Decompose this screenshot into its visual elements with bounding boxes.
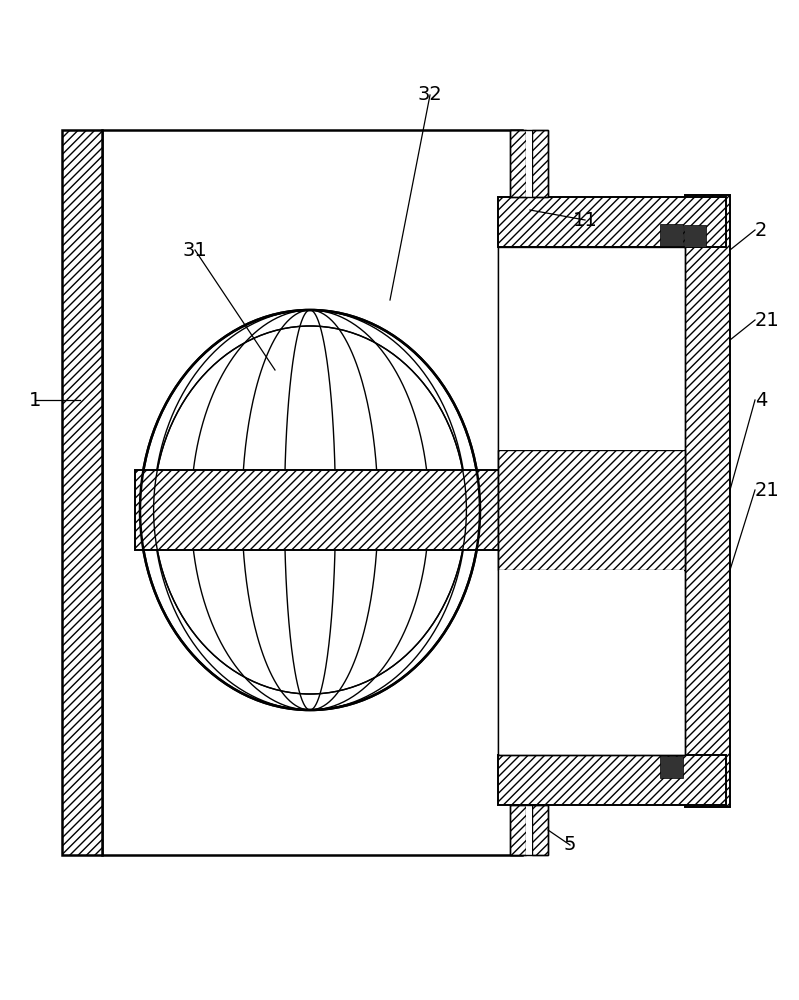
Bar: [510, 805, 526, 855]
Bar: [498, 197, 726, 247]
Text: 32: 32: [418, 86, 443, 104]
Text: 5: 5: [564, 836, 576, 854]
Bar: [532, 130, 548, 197]
Bar: [498, 197, 726, 247]
Bar: [510, 805, 548, 855]
Bar: [526, 805, 532, 855]
Bar: [135, 470, 570, 550]
Bar: [660, 224, 683, 246]
Text: 31: 31: [183, 240, 208, 259]
Bar: [532, 805, 548, 855]
Bar: [510, 130, 526, 197]
Bar: [685, 195, 730, 807]
Bar: [498, 450, 685, 570]
Bar: [498, 247, 685, 755]
Bar: [102, 130, 522, 855]
Text: 1: 1: [29, 390, 42, 410]
Bar: [135, 470, 570, 550]
Bar: [498, 247, 685, 755]
Text: 2: 2: [755, 221, 767, 239]
Bar: [499, 570, 684, 754]
Bar: [510, 805, 526, 855]
Bar: [510, 130, 548, 197]
Bar: [510, 130, 526, 197]
Ellipse shape: [140, 310, 480, 710]
Bar: [532, 805, 548, 855]
Text: 11: 11: [573, 211, 598, 230]
Bar: [62, 130, 102, 855]
Text: 4: 4: [755, 390, 767, 410]
Text: 21: 21: [755, 481, 780, 499]
Text: 21: 21: [755, 310, 780, 330]
Bar: [660, 756, 683, 778]
Bar: [498, 450, 685, 570]
Bar: [526, 130, 532, 197]
Bar: [532, 130, 548, 197]
Bar: [684, 225, 706, 247]
Bar: [499, 248, 684, 450]
Bar: [498, 755, 726, 805]
Bar: [62, 130, 102, 855]
Bar: [685, 195, 730, 807]
Bar: [498, 755, 726, 805]
